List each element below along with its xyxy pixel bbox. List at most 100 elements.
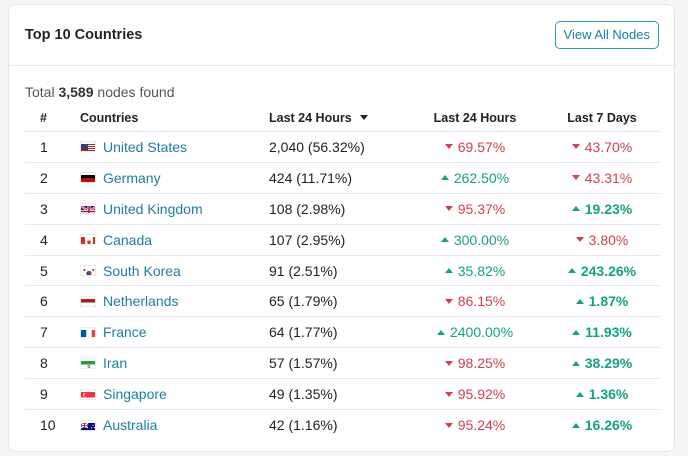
country-cell: South Korea: [80, 263, 269, 279]
change-7d: 1.87%: [575, 293, 628, 309]
nodes-cell: 64 (1.77%): [269, 324, 338, 341]
change-7d-value: 43.31%: [584, 169, 633, 186]
arrow-down-icon: [444, 422, 453, 428]
country-link[interactable]: Canada: [103, 231, 153, 248]
change-7d-value: 3.80%: [588, 231, 629, 248]
fr-flag-icon: [80, 326, 96, 338]
change-7d-cell: 19.23%: [543, 201, 661, 217]
nodes-cell: 424 (11.71%): [269, 169, 353, 186]
column-header-label: Last 24 Hours: [269, 110, 352, 125]
card-header: Top 10 Countries View All Nodes: [9, 5, 674, 66]
change-7d-cell: 43.70%: [543, 139, 661, 155]
change-7d-value: 16.26%: [584, 417, 633, 434]
change-24h-cell: 86.15%: [407, 293, 543, 309]
column-header-last-24-hours-change[interactable]: Last 24 Hours: [433, 110, 517, 125]
change-24h-value: 69.57%: [457, 138, 506, 155]
ir-flag-icon: [80, 357, 96, 369]
change-24h: 95.24%: [444, 417, 506, 434]
country-cell: Canada: [80, 232, 269, 248]
change-7d-cell: 16.26%: [543, 417, 661, 433]
change-24h-value: 98.25%: [457, 355, 506, 372]
rank-cell: 1: [40, 138, 48, 155]
change-24h-value: 86.15%: [457, 293, 506, 310]
table-row: 4 Canada 107 (2.95%) 300.00% 3.80%: [25, 225, 661, 256]
change-24h-cell: 98.25%: [407, 355, 543, 371]
change-7d: 1.36%: [575, 386, 629, 403]
change-7d: 243.26%: [567, 262, 637, 279]
country-link[interactable]: United States: [103, 138, 188, 155]
country-link[interactable]: France: [103, 324, 147, 341]
de-flag-icon: [80, 172, 96, 184]
arrow-down-icon: [571, 175, 580, 181]
change-7d-value: 43.70%: [584, 138, 633, 155]
rank-cell: 3: [40, 200, 48, 217]
nodes-cell: 108 (2.98%): [269, 200, 346, 217]
arrow-up-icon: [436, 329, 445, 335]
change-24h-value: 262.50%: [453, 169, 510, 186]
country-link[interactable]: Germany: [103, 169, 161, 186]
ca-flag-icon: [80, 234, 96, 246]
change-24h: 95.92%: [444, 386, 506, 403]
change-24h: 86.15%: [444, 293, 506, 310]
table-row: 5 South Korea 91 (2.51%) 35.82% 243.26%: [25, 256, 661, 287]
country-link[interactable]: Australia: [103, 417, 158, 434]
rank-cell: 8: [40, 355, 48, 372]
change-24h-value: 95.24%: [457, 417, 506, 434]
arrow-up-icon: [567, 268, 576, 273]
change-24h-cell: 262.50%: [407, 170, 543, 186]
table-body: 1 United States 2,040 (56.32%) 69.57% 43.70%…: [25, 132, 661, 441]
country-cell: France: [80, 324, 269, 340]
change-7d-value: 1.36%: [588, 386, 629, 403]
view-all-nodes-button[interactable]: View All Nodes: [554, 21, 659, 49]
table-row: 6 Netherlands 65 (1.79%) 86.15% 1.87%: [25, 286, 661, 318]
change-24h: 98.25%: [444, 355, 506, 372]
country-link[interactable]: Singapore: [103, 386, 167, 403]
sort-desc-icon: [359, 115, 368, 120]
country-cell: United Kingdom: [80, 201, 269, 217]
arrow-down-icon: [444, 206, 453, 212]
change-24h-value: 35.82%: [457, 262, 506, 279]
arrow-up-icon: [440, 237, 449, 243]
arrow-up-icon: [571, 360, 580, 366]
change-24h-value: 95.37%: [457, 200, 506, 217]
arrow-down-icon: [575, 237, 584, 243]
summary-prefix: Total: [25, 84, 55, 100]
table-row: 3 United Kingdom 108 (2.98%) 95.37% 19.23%: [25, 194, 661, 225]
table-row: 1 United States 2,040 (56.32%) 69.57% 43.70%: [25, 132, 661, 163]
change-24h-cell: 300.00%: [407, 232, 543, 248]
column-header-countries[interactable]: Countries: [80, 110, 139, 125]
column-header-last-24-hours-sorted[interactable]: Last 24 Hours: [269, 111, 407, 125]
change-24h: 69.57%: [444, 138, 506, 155]
change-7d: 19.23%: [571, 200, 633, 217]
change-24h: 262.50%: [440, 169, 510, 186]
country-cell: United States: [80, 139, 269, 155]
country-link[interactable]: South Korea: [103, 262, 181, 279]
change-24h-value: 95.92%: [457, 386, 506, 403]
change-7d: 43.31%: [571, 169, 633, 186]
change-7d-value: 243.26%: [580, 262, 637, 279]
change-24h-cell: 95.24%: [407, 417, 543, 433]
country-link[interactable]: Iran: [103, 355, 128, 372]
nodes-cell: 107 (2.95%): [269, 231, 346, 248]
country-link[interactable]: Netherlands: [103, 293, 179, 310]
arrow-down-icon: [444, 298, 453, 304]
nodes-cell: 65 (1.79%): [269, 293, 338, 310]
table-row: 9 Singapore 49 (1.35%) 95.92% 1.36%: [25, 379, 661, 411]
change-24h: 300.00%: [440, 232, 509, 248]
change-7d-value: 11.93%: [585, 324, 632, 341]
column-header-last-7-days[interactable]: Last 7 Days: [567, 110, 637, 125]
kr-flag-icon: [80, 265, 96, 276]
arrow-down-icon: [444, 391, 453, 397]
arrow-down-icon: [571, 144, 580, 150]
table-row: 7 France 64 (1.77%) 2400.00% 11.93%: [25, 317, 661, 349]
change-7d-cell: 11.93%: [543, 324, 661, 340]
table-header-row: # Countries Last 24 Hours Last 24 Hours …: [25, 104, 661, 132]
arrow-up-icon: [440, 175, 449, 181]
change-7d: 11.93%: [572, 324, 632, 340]
rank-cell: 6: [40, 293, 48, 310]
change-7d-value: 19.23%: [584, 200, 633, 217]
rank-cell: 2: [40, 169, 48, 186]
nodes-cell: 49 (1.35%): [269, 386, 338, 403]
country-link[interactable]: United Kingdom: [103, 200, 203, 217]
change-7d-cell: 43.31%: [543, 170, 661, 186]
